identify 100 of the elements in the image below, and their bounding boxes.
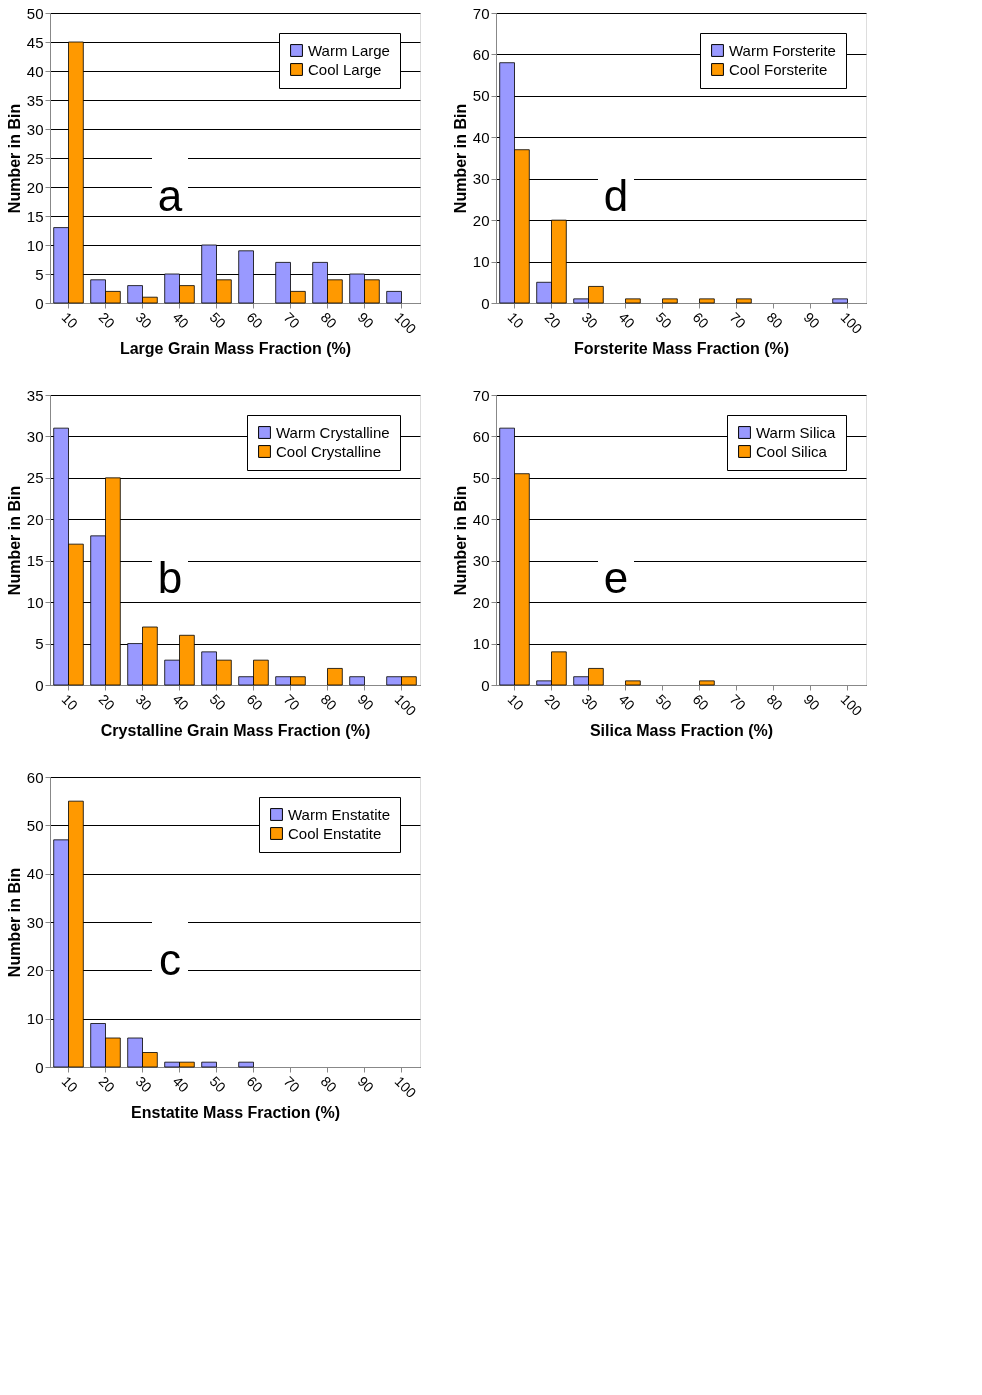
- x-tick-label: 50: [206, 691, 230, 714]
- y-tick-label: 30: [26, 120, 44, 138]
- y-tick-label: 40: [26, 62, 44, 80]
- y-tick-label: 5: [35, 265, 44, 283]
- y-tick-label: 50: [472, 469, 490, 487]
- legend-label: Warm Silica: [756, 423, 837, 441]
- x-tick-label: 40: [169, 1073, 193, 1096]
- bar: [386, 291, 402, 304]
- y-tick-label: 35: [26, 91, 44, 109]
- y-tick-label: 10: [26, 1010, 44, 1028]
- x-tick-label: 100: [837, 691, 866, 720]
- y-axis-title: Number in Bin: [5, 485, 23, 596]
- y-tick-label: 30: [472, 170, 490, 188]
- y-tick-label: 0: [35, 1058, 44, 1076]
- y-tick-label: 5: [35, 635, 44, 653]
- y-tick-label: 25: [26, 469, 44, 487]
- x-tick-label: 40: [169, 309, 193, 332]
- legend-label: Cool Enstatite: [288, 824, 382, 842]
- x-tick-label: 60: [243, 1073, 267, 1096]
- x-axis-title: Forsterite Mass Fraction (%): [573, 339, 790, 357]
- y-axis-title: Number in Bin: [451, 485, 469, 596]
- legend-label: Warm Enstatite: [288, 805, 390, 823]
- x-tick-label: 90: [354, 1073, 378, 1096]
- y-tick-label: 35: [26, 386, 44, 404]
- x-tick-label: 20: [95, 1073, 119, 1096]
- bar: [832, 298, 848, 304]
- x-tick-label: 30: [132, 1073, 156, 1096]
- x-tick-label: 30: [578, 691, 602, 714]
- x-tick-label: 30: [132, 691, 156, 714]
- x-tick-label: 100: [391, 1073, 420, 1102]
- y-tick-label: 25: [26, 149, 44, 167]
- x-tick-label: 60: [243, 691, 267, 714]
- x-tick-label: 90: [354, 309, 378, 332]
- x-axis-title: Enstatite Mass Fraction (%): [131, 1103, 340, 1121]
- x-tick-label: 10: [58, 1073, 82, 1096]
- y-axis-title: Number in Bin: [5, 103, 23, 214]
- bar: [662, 298, 678, 304]
- y-tick-label: 45: [26, 33, 44, 51]
- annotation: b: [157, 553, 183, 602]
- x-axis-title: Crystalline Grain Mass Fraction (%): [100, 721, 371, 739]
- legend-label: Warm Large: [308, 41, 390, 59]
- x-tick-label: 80: [763, 309, 787, 332]
- x-tick-label: 100: [391, 691, 420, 720]
- y-tick-label: 60: [26, 768, 44, 786]
- x-tick-label: 40: [615, 309, 639, 332]
- annotation: d: [603, 171, 629, 220]
- legend-label: Warm Crystalline: [276, 423, 390, 441]
- y-axis-title: Number in Bin: [451, 103, 469, 214]
- bar: [699, 680, 715, 686]
- x-tick-label: 70: [280, 1073, 304, 1096]
- y-tick-label: 20: [472, 211, 490, 229]
- x-tick-label: 70: [726, 691, 750, 714]
- annotation: a: [157, 171, 183, 220]
- annotation: c: [159, 935, 181, 984]
- x-tick-label: 90: [800, 691, 824, 714]
- x-tick-label: 20: [541, 691, 565, 714]
- bar: [736, 298, 752, 304]
- x-tick-label: 50: [652, 691, 676, 714]
- y-tick-label: 30: [472, 552, 490, 570]
- legend-label: Cool Forsterite: [729, 60, 828, 78]
- x-tick-label: 20: [95, 309, 119, 332]
- y-tick-label: 60: [472, 45, 490, 63]
- y-tick-label: 20: [26, 961, 44, 979]
- x-tick-label: 90: [800, 309, 824, 332]
- legend-label: Cool Large: [308, 60, 382, 78]
- x-tick-label: 60: [243, 309, 267, 332]
- y-tick-label: 10: [26, 236, 44, 254]
- x-axis-title: Large Grain Mass Fraction (%): [119, 339, 352, 357]
- x-tick-label: 100: [837, 309, 866, 338]
- x-tick-label: 60: [689, 309, 713, 332]
- y-tick-label: 50: [26, 816, 44, 834]
- y-tick-label: 20: [472, 593, 490, 611]
- bar: [349, 676, 365, 686]
- x-tick-label: 80: [317, 1073, 341, 1096]
- bar: [327, 668, 343, 686]
- x-tick-label: 100: [391, 309, 420, 338]
- legend-label: Warm Forsterite: [729, 41, 836, 59]
- y-tick-label: 70: [472, 4, 490, 22]
- x-tick-label: 10: [504, 309, 528, 332]
- y-tick-label: 10: [26, 593, 44, 611]
- x-tick-label: 50: [206, 1073, 230, 1096]
- y-tick-label: 0: [481, 676, 490, 694]
- y-tick-label: 20: [26, 510, 44, 528]
- bar: [238, 1061, 254, 1068]
- x-tick-label: 80: [317, 691, 341, 714]
- legend-label: Cool Silica: [756, 442, 828, 460]
- y-tick-label: 10: [472, 253, 490, 271]
- y-tick-label: 40: [472, 510, 490, 528]
- y-tick-label: 40: [26, 865, 44, 883]
- x-tick-label: 20: [95, 691, 119, 714]
- x-tick-label: 40: [615, 691, 639, 714]
- y-tick-label: 10: [472, 635, 490, 653]
- bar: [625, 680, 641, 686]
- bar: [625, 298, 641, 304]
- x-tick-label: 50: [652, 309, 676, 332]
- x-tick-label: 20: [541, 309, 565, 332]
- x-tick-label: 40: [169, 691, 193, 714]
- x-tick-label: 70: [280, 691, 304, 714]
- x-tick-label: 50: [206, 309, 230, 332]
- x-tick-label: 70: [726, 309, 750, 332]
